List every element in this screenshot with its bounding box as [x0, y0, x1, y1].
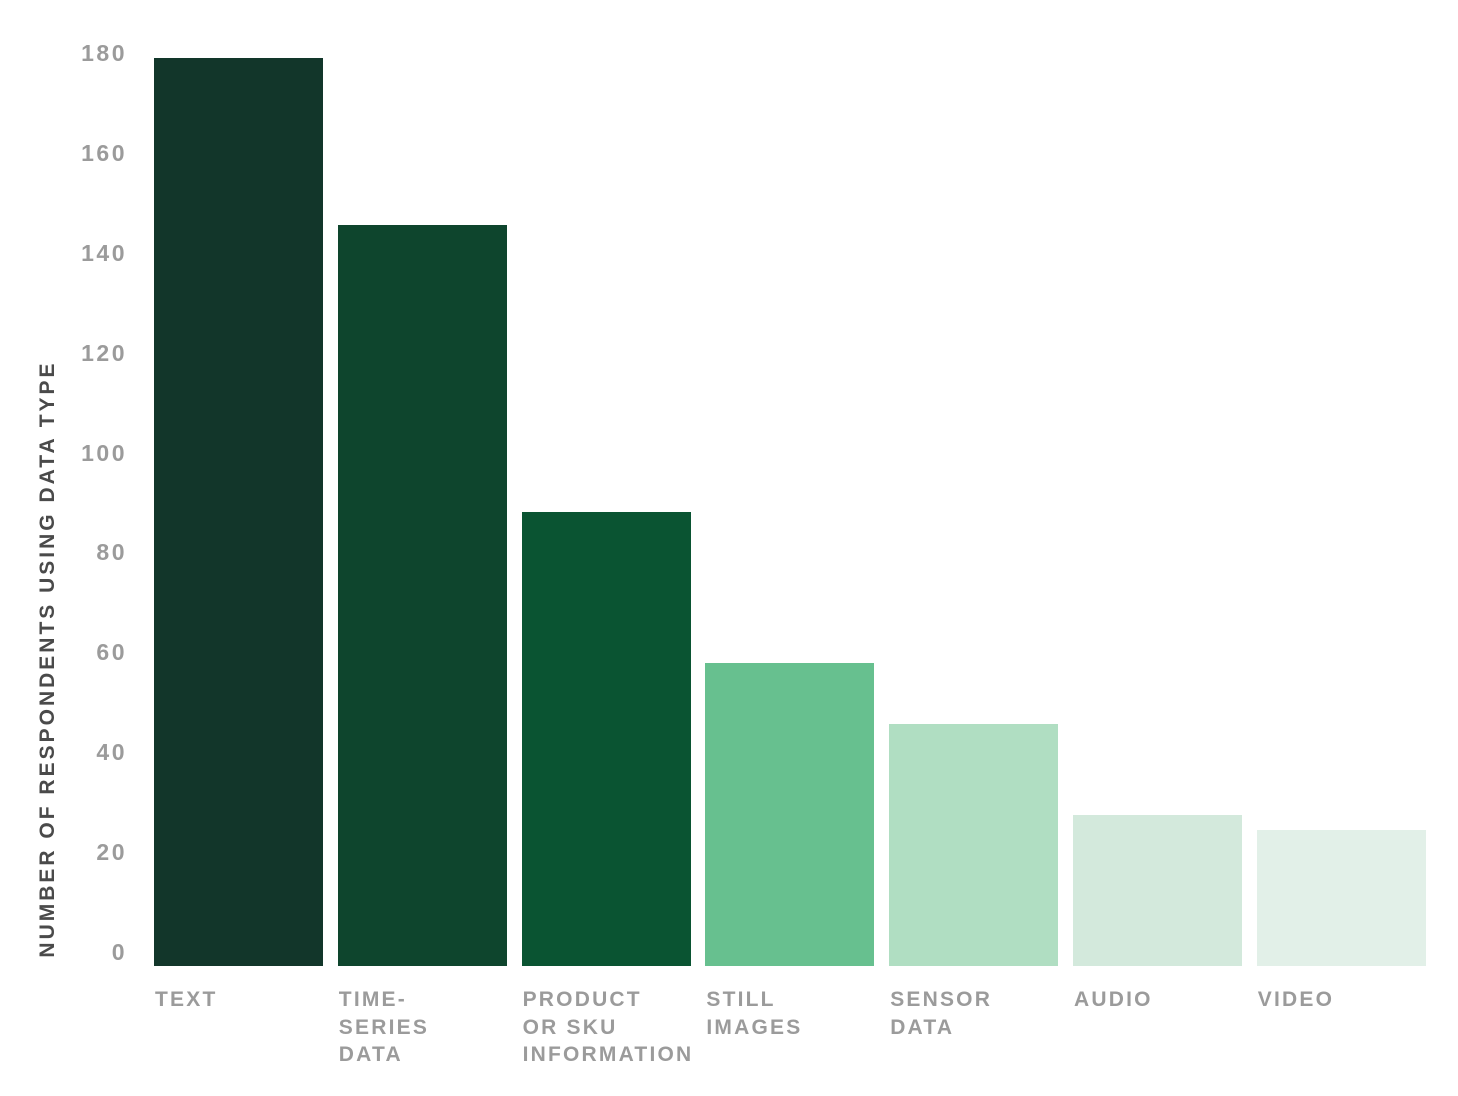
x-category-label-line: STILL — [706, 988, 776, 1011]
x-category-label-line: PRODUCT — [522, 988, 642, 1011]
bar-text — [154, 58, 323, 966]
y-tick-label: 80 — [96, 539, 127, 566]
x-category-label-line: SENSOR — [890, 988, 993, 1011]
x-category-label: PRODUCT OR SKU INFORMATION — [523, 986, 694, 1069]
y-tick-label: 40 — [96, 739, 127, 766]
y-tick-label: 20 — [96, 839, 127, 866]
bar-product-or-sku-information — [521, 512, 691, 966]
bar-audio — [1073, 814, 1242, 966]
x-category-label-line: VIDEO — [1257, 988, 1335, 1011]
x-category-label: TIME- SERIES DATA — [339, 986, 429, 1069]
x-category-label-line: TEXT — [155, 988, 218, 1011]
x-category-label-line: IMAGES — [706, 1015, 803, 1039]
y-tick-label: 120 — [81, 339, 127, 366]
y-tick-label: 0 — [111, 939, 127, 965]
x-category-label-line: AUDIO — [1074, 988, 1153, 1011]
bar-video — [1256, 829, 1426, 966]
x-category-label-line: DATA — [890, 1015, 955, 1039]
x-category-label: SENSOR DATA — [890, 986, 992, 1041]
y-tick-label: 160 — [81, 139, 127, 166]
x-category-label-line: TIME- — [338, 988, 407, 1011]
x-category-label: AUDIO — [1074, 986, 1153, 1014]
x-category-label-line: INFORMATION — [522, 1043, 694, 1066]
y-tick-label: 180 — [81, 39, 127, 66]
y-tick-label: 100 — [81, 439, 127, 466]
x-category-label-line: SERIES — [338, 1015, 430, 1039]
bar-time-series-data — [337, 224, 507, 966]
y-tick-label: 140 — [81, 239, 127, 266]
x-category-label-line: DATA — [338, 1043, 403, 1066]
x-category-label: VIDEO — [1258, 986, 1334, 1014]
x-category-label: TEXT — [155, 986, 217, 1014]
x-category-label: STILL IMAGES — [706, 986, 802, 1041]
y-tick-label: 60 — [96, 639, 127, 666]
x-category-label-line: OR SKU — [522, 1015, 618, 1039]
bar-still-images — [705, 663, 875, 966]
bar-sensor-data — [889, 723, 1059, 966]
